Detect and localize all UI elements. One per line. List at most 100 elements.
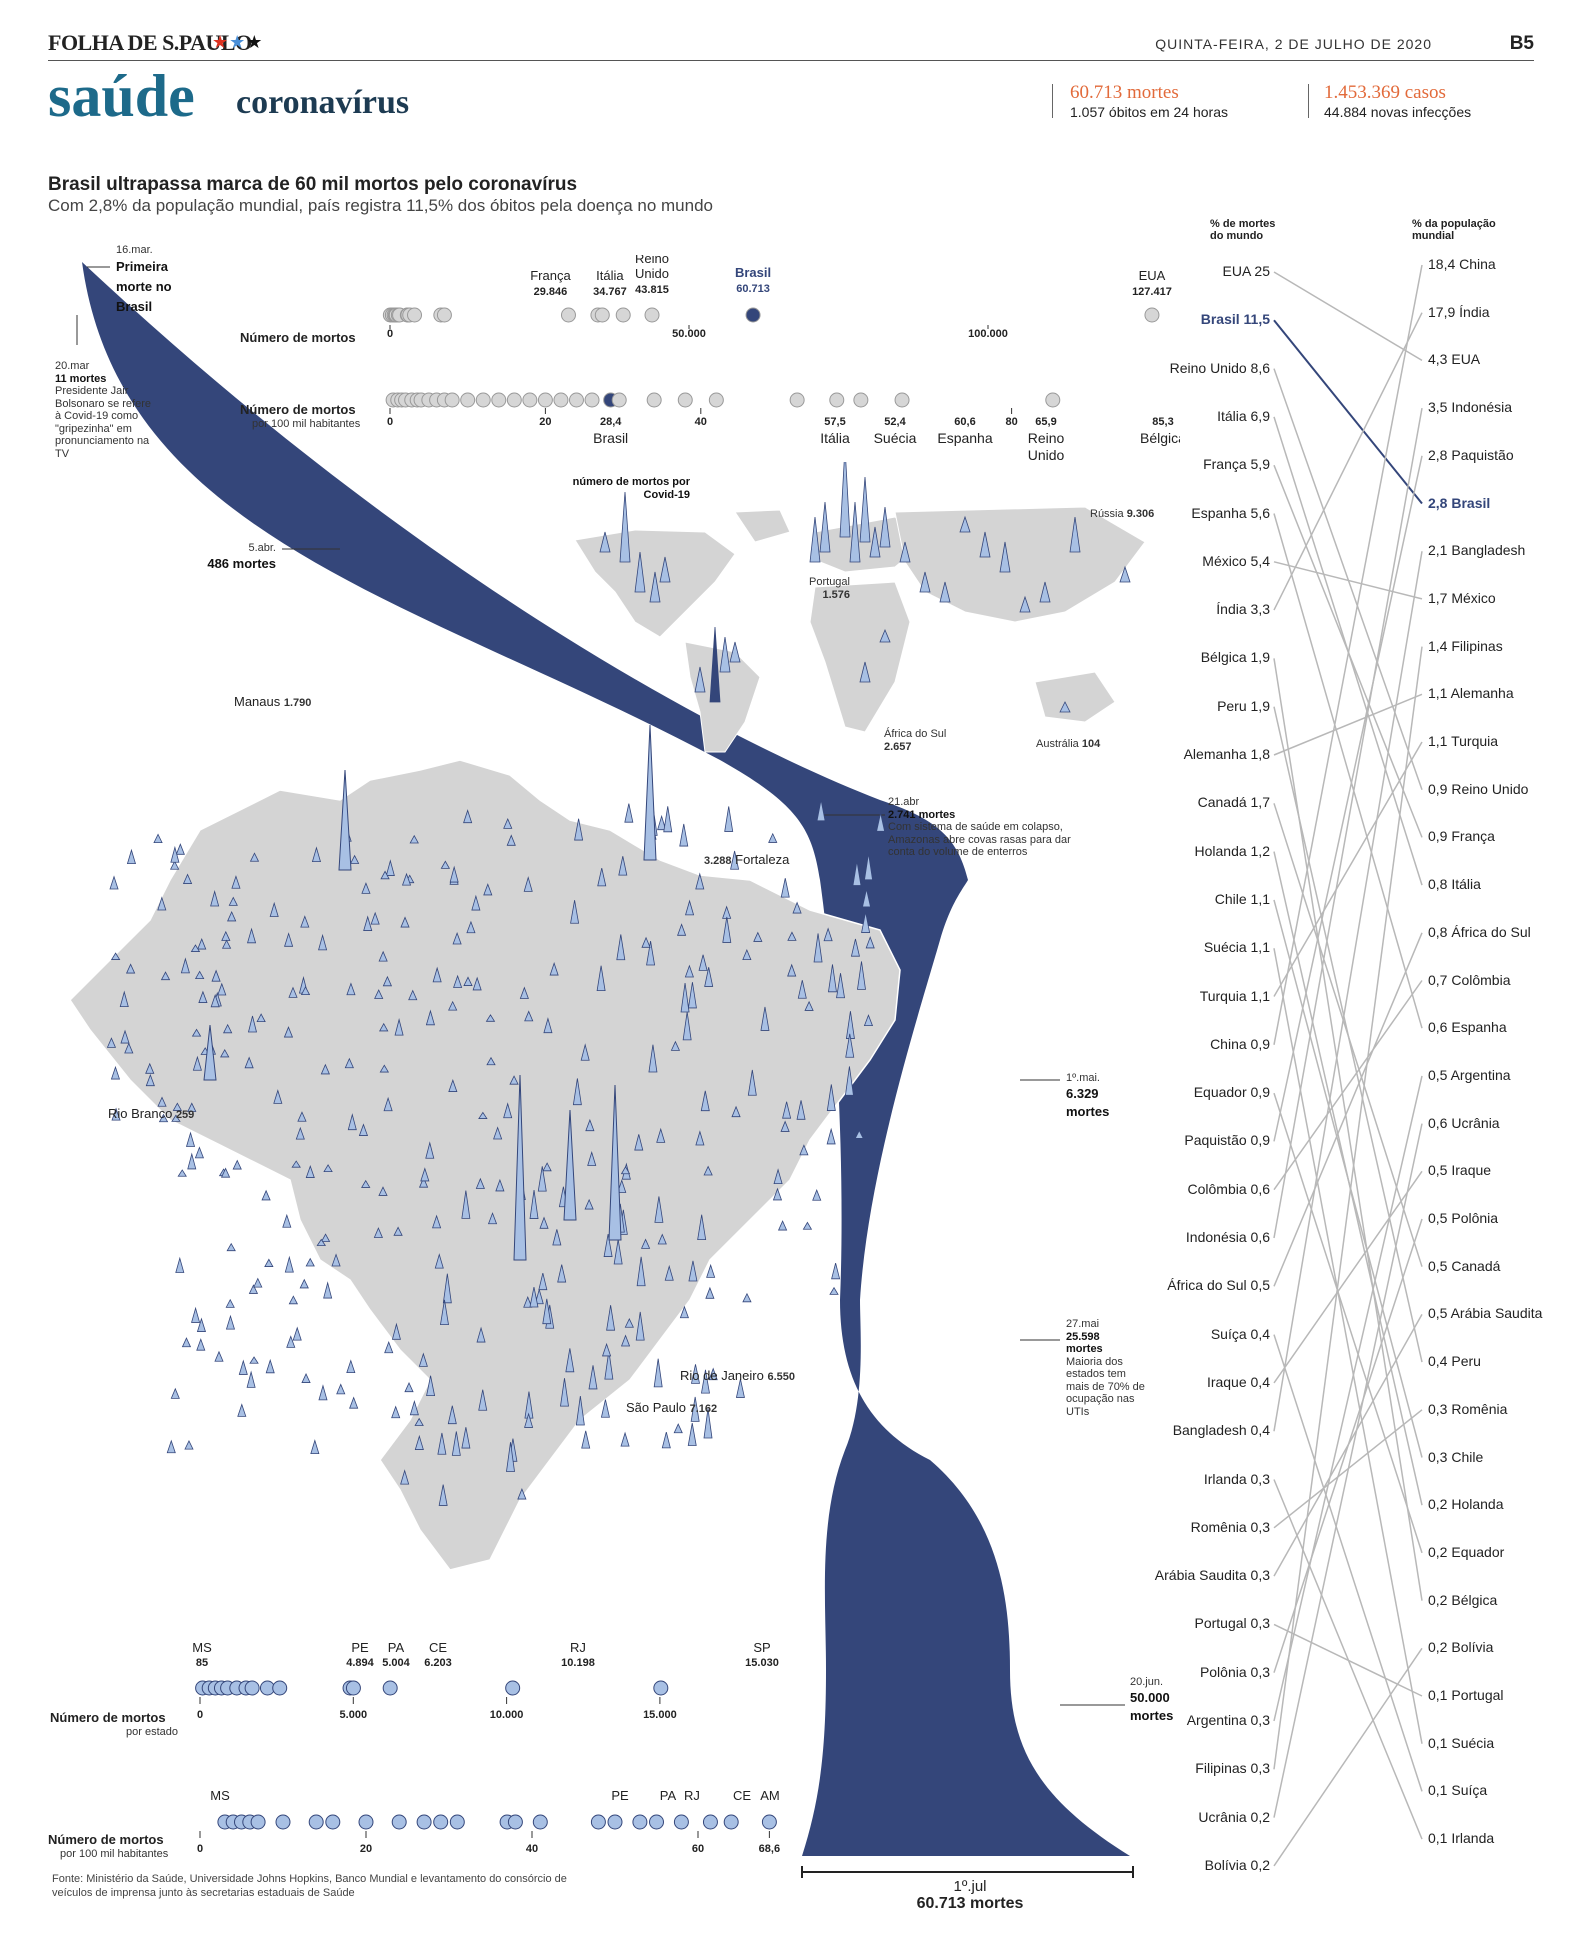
death-spike	[657, 1233, 667, 1245]
death-spike	[220, 1167, 231, 1178]
death-spike	[197, 938, 207, 950]
state-value: 4.894	[346, 1657, 374, 1669]
death-spike	[171, 1114, 181, 1122]
slope-right-item: 0,8 África do Sul	[1428, 923, 1531, 940]
slope-line	[1273, 312, 1423, 611]
slope-right-item: 2,8 Paquistão	[1428, 446, 1514, 463]
slope-right-item: 2,8 Brasil	[1428, 494, 1491, 511]
death-spike	[361, 1179, 371, 1188]
state-dot	[649, 1814, 664, 1830]
country-value: 29.846	[534, 286, 568, 298]
russia-label: Rússia 9.306	[1090, 508, 1154, 521]
states-per100k-title: Número de mortos	[48, 1832, 164, 1847]
death-spike	[787, 963, 797, 977]
slope-right-item: 4,3 EUA	[1428, 351, 1481, 368]
slope-left-item: Peru 1,9	[1217, 697, 1270, 714]
brazil-map	[69, 724, 901, 1571]
death-spike	[238, 1359, 248, 1375]
death-spike	[959, 515, 971, 533]
state-dot	[308, 1814, 324, 1830]
death-spike	[680, 982, 690, 1013]
header-rule	[48, 60, 1534, 61]
death-spike	[617, 1179, 627, 1193]
death-spike	[237, 1403, 247, 1417]
state-name: PA	[660, 1788, 677, 1803]
death-spike	[826, 1127, 836, 1145]
death-spike	[191, 1306, 201, 1323]
note-label: Maioria dos estados tem mais de 70% de o…	[1066, 1355, 1145, 1418]
country-dot	[407, 307, 423, 323]
death-spike	[478, 1111, 488, 1119]
death-spike	[773, 1168, 783, 1185]
deaths-label: 50.000	[1130, 1689, 1170, 1705]
tick-label: 15.000	[643, 1709, 677, 1721]
slope-left-item: EUA 25	[1222, 263, 1270, 279]
death-spike	[295, 1126, 305, 1140]
state-dot	[532, 1814, 548, 1830]
death-spike	[879, 506, 891, 548]
country-name: Itália	[820, 430, 850, 446]
country-name: Espanha	[937, 430, 992, 446]
state-name: SP	[753, 1640, 770, 1655]
death-spike	[543, 1017, 553, 1034]
death-spike	[358, 1123, 369, 1136]
death-spike	[404, 1382, 414, 1393]
death-spike	[426, 1375, 436, 1397]
state-name: RJ	[684, 1788, 700, 1803]
death-spike	[865, 936, 875, 949]
death-spike	[175, 1256, 185, 1273]
death-spike	[664, 1264, 674, 1281]
death-spike	[772, 1187, 783, 1201]
country-dot	[560, 307, 576, 323]
death-spike	[452, 931, 462, 945]
death-spike	[539, 1216, 549, 1229]
death-spike	[448, 1000, 458, 1011]
country-name: Bélgica	[1140, 430, 1180, 446]
date-label: 1º.mai.	[1066, 1072, 1100, 1084]
slope-left-item: Paquistão 0,9	[1184, 1132, 1270, 1149]
slope-left-item: Colômbia 0,6	[1187, 1180, 1271, 1197]
death-spike	[802, 1221, 813, 1230]
death-spike	[269, 901, 279, 917]
slope-line	[1273, 1092, 1423, 1554]
death-spike	[225, 1314, 236, 1330]
country-dot	[537, 392, 553, 408]
death-spike	[223, 1023, 233, 1034]
death-spike	[191, 1028, 202, 1037]
death-spike	[844, 1066, 854, 1096]
death-spike	[641, 936, 651, 948]
death-spike	[349, 1396, 359, 1409]
death-spike	[347, 1113, 357, 1131]
death-spike	[440, 860, 451, 869]
death-spike	[836, 973, 845, 999]
slope-right-item: 0,1 Suécia	[1428, 1734, 1495, 1751]
slope-left-item: Alemanha 1,8	[1183, 746, 1270, 762]
death-spike	[400, 1469, 410, 1485]
death-spike	[177, 1169, 187, 1177]
south-africa-name: África do Sul	[884, 728, 947, 740]
death-spike	[110, 952, 121, 960]
death-spike	[180, 957, 190, 974]
states-per100k-strip: 0 20 40 60 68,6 MS PE PA RJ CE AM	[197, 1788, 780, 1855]
state-dot	[702, 1814, 718, 1830]
first-death-text: Primeira morte no Brasil	[116, 258, 172, 314]
death-spike	[320, 1233, 331, 1242]
death-spike	[170, 845, 180, 863]
country-value: 52,4	[884, 416, 906, 428]
death-spike	[864, 853, 873, 881]
australia-value: 104	[1081, 738, 1101, 750]
state-dot	[391, 1814, 407, 1830]
death-spike	[126, 963, 136, 974]
death-spike	[587, 1150, 597, 1166]
world-map-caption: número de mortos por Covid-19	[572, 476, 690, 501]
slope-right-item: 0,7 Colômbia	[1428, 971, 1511, 988]
death-spike	[256, 1013, 266, 1023]
death-spike	[1039, 581, 1051, 603]
death-spike	[829, 1286, 839, 1295]
death-spike	[300, 986, 311, 996]
death-spike	[231, 875, 241, 889]
slope-right-item: 18,4 China	[1428, 256, 1496, 272]
death-spike	[640, 1238, 651, 1249]
dateline: QUINTA-FEIRA, 2 DE JULHO DE 2020	[1155, 36, 1432, 52]
death-spike	[172, 1102, 183, 1111]
